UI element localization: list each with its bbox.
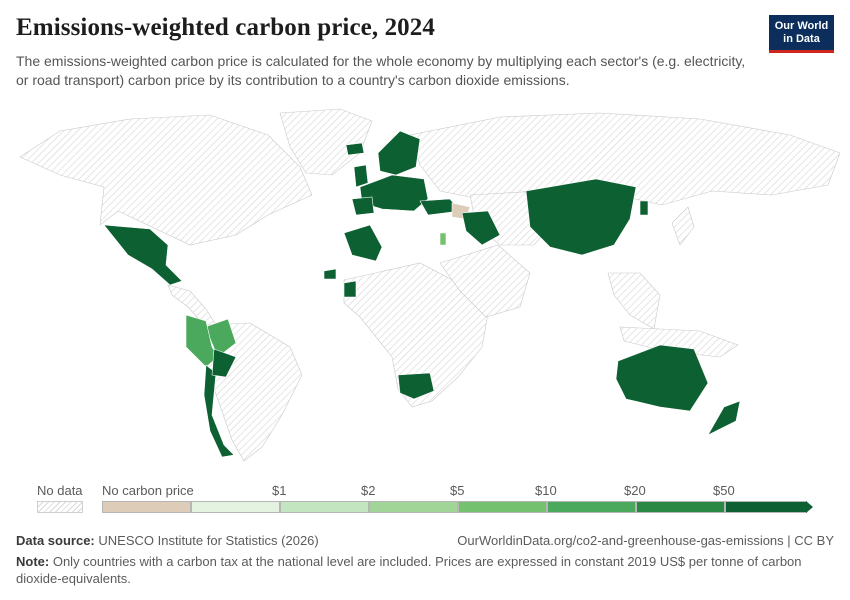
argentina [211,348,237,378]
colombia [204,318,237,358]
legend-bin-20-50[interactable] [636,501,725,513]
scandinavia [377,130,421,176]
chart-url[interactable]: OurWorldinData.org/co2-and-greenhouse-ga… [457,533,834,548]
uk-ireland [353,164,369,188]
note-label: Note: [16,554,50,569]
chart-title: Emissions-weighted carbon price, 2024 [16,14,435,41]
source-text[interactable]: UNESCO Institute for Statistics (2026) [98,533,319,548]
mexico [103,224,183,286]
logo-line-2: in Data [783,33,820,45]
source-label: Data source: [16,533,95,548]
china [525,178,637,256]
north-america [19,114,313,246]
south-africa [397,372,435,400]
australia [615,344,709,412]
logo-line-1: Our World [774,20,829,32]
spain-portugal [351,196,375,216]
iceland [345,142,365,156]
chart-note: Note: Only countries with a carbon tax a… [16,553,816,587]
world-map[interactable] [0,95,850,470]
legend-no-carbon-price-label: No carbon price [102,483,194,498]
ivory-coast [343,280,357,298]
legend-tick-label: $20 [624,483,646,498]
iran [461,210,501,246]
jordan [439,232,447,246]
arabia-middle-east [439,244,531,318]
japan [671,206,695,246]
legend-bin-0-1[interactable] [191,501,280,513]
owid-logo[interactable]: Our World in Data [769,15,834,53]
legend-tick-label: $10 [535,483,557,498]
data-source: Data source: UNESCO Institute for Statis… [16,533,319,548]
greenland [279,108,373,176]
algeria [343,224,383,262]
indonesia [619,326,739,358]
legend-no-data-label: No data [37,483,83,498]
note-text: Only countries with a carbon tax at the … [16,554,802,586]
legend-bin-10-20[interactable] [547,501,636,513]
legend-no-data-swatch[interactable] [37,501,83,513]
chart-subtitle: The emissions-weighted carbon price is c… [16,53,746,88]
legend-arrow-icon [806,501,813,513]
southeast-asia [607,272,661,330]
legend-tick-label: $1 [272,483,287,498]
legend-bin-1-2[interactable] [280,501,369,513]
color-legend: No data No carbon price $1 $2 $5 $10 $20… [0,478,850,518]
legend-bin-5-10[interactable] [458,501,547,513]
korea [639,200,649,216]
legend-bin-2-5[interactable] [369,501,458,513]
legend-bin-50-plus[interactable] [725,501,807,513]
west-africa-coast [323,268,337,280]
legend-tick-label: $50 [713,483,735,498]
chile [203,364,235,458]
legend-tick-label: $5 [450,483,465,498]
legend-tick-label: $2 [361,483,376,498]
russia [409,112,841,206]
legend-bin-no-carbon-price[interactable] [102,501,191,513]
new-zealand [707,400,741,436]
